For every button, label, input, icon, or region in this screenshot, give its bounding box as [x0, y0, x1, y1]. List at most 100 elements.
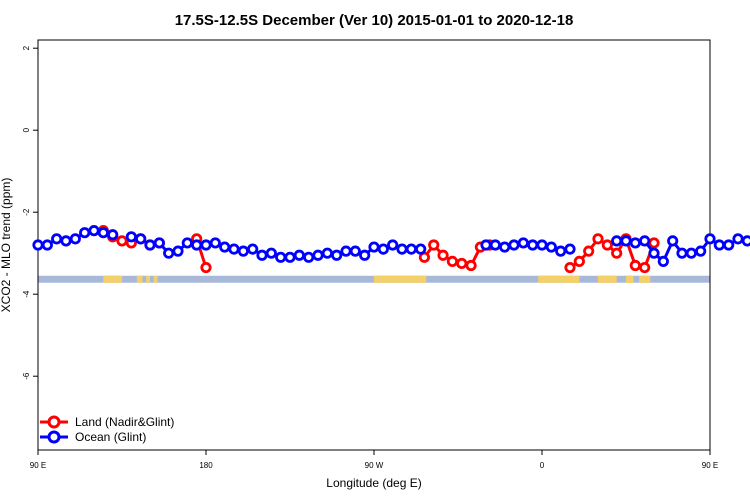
land-data-point	[583, 245, 595, 257]
ocean-data-point	[60, 235, 72, 247]
land-data-point	[428, 239, 440, 251]
land-data-point	[437, 249, 449, 261]
ocean-data-point	[135, 233, 147, 245]
ocean-data-point	[527, 239, 539, 251]
ocean-data-point	[620, 235, 632, 247]
ocean-data-point	[405, 243, 417, 255]
ocean-data-point	[247, 243, 259, 255]
land-span	[598, 275, 606, 283]
ocean-data-point	[181, 237, 193, 249]
y-tick-label: 2	[22, 45, 31, 50]
land-span	[103, 275, 122, 283]
ocean-data-point	[639, 235, 651, 247]
ocean-data-point	[265, 247, 277, 259]
ocean-data-point	[536, 239, 548, 251]
legend-item-land: Land (Nadir&Glint)	[40, 415, 174, 429]
ocean-data-point	[97, 227, 109, 239]
legend-ocean-label: Ocean (Glint)	[75, 430, 146, 444]
legend-land-marker	[47, 415, 61, 429]
land-data-point	[639, 261, 651, 274]
ocean-data-point	[219, 241, 231, 253]
ocean-data-point	[723, 239, 735, 251]
legend-ocean-marker	[47, 430, 61, 444]
ocean-data-point	[284, 251, 296, 263]
land-span	[136, 275, 143, 283]
ocean-data-point	[107, 229, 119, 241]
legend: Land (Nadir&Glint) Ocean (Glint)	[40, 415, 174, 444]
y-tick-label: -4	[22, 290, 31, 298]
ocean-data-point	[41, 239, 53, 251]
ocean-data-point	[125, 231, 137, 243]
ocean-data-point	[611, 235, 623, 247]
ocean-data-point	[396, 243, 408, 255]
ocean-data-point	[489, 239, 501, 251]
land-data-point	[116, 235, 128, 247]
land-data-point	[573, 255, 585, 267]
ocean-data-point	[387, 239, 399, 251]
ocean-data-point	[228, 243, 240, 255]
ocean-data-point	[275, 251, 287, 263]
land-data-point	[611, 247, 623, 259]
x-axis-label: Longitude (deg E)	[326, 476, 421, 490]
x-tick-label: 90 E	[702, 461, 718, 470]
ocean-data-point	[191, 239, 203, 251]
land-data-point	[592, 233, 604, 245]
ocean-data-point	[200, 239, 212, 251]
x-tick-label: 90 E	[30, 461, 46, 470]
ocean-data-point	[349, 245, 361, 257]
ocean-data-point	[79, 227, 91, 239]
ocean-data-point	[88, 225, 100, 237]
data-series	[32, 225, 750, 274]
y-axis: 2 0 -2 -4 -6	[22, 45, 38, 380]
land-data-point	[465, 259, 477, 272]
legend-item-ocean: Ocean (Glint)	[40, 430, 146, 444]
legend-land-label: Land (Nadir&Glint)	[75, 415, 174, 429]
land-span	[146, 275, 150, 283]
ocean-data-point	[331, 249, 343, 261]
ocean-data-point	[508, 239, 520, 251]
ocean-data-point	[256, 249, 268, 261]
ocean-data-point	[545, 241, 557, 253]
ocean-data-point	[415, 243, 427, 255]
land-data-point	[629, 259, 641, 272]
ocean-data-point	[685, 247, 697, 259]
land-data-point	[446, 255, 458, 267]
y-axis-label: XCO2 - MLO trend (ppm)	[0, 178, 13, 313]
y-tick-label: -2	[22, 208, 31, 216]
ocean-data-point	[676, 247, 688, 259]
ocean-data-point	[144, 239, 156, 251]
land-data-point	[648, 237, 660, 249]
ocean-data-point	[340, 245, 352, 257]
land-data-point	[601, 239, 613, 251]
land-data-point	[456, 257, 468, 270]
y-tick-label: -6	[22, 372, 31, 380]
ocean-data-point	[629, 237, 641, 249]
land-data-point	[564, 261, 576, 274]
ocean-data-point	[209, 237, 221, 249]
ocean-data-point	[312, 249, 324, 261]
land-span	[374, 275, 427, 283]
land-data-point	[200, 261, 212, 274]
chart-title: 17.5S-12.5S December (Ver 10) 2015-01-01…	[175, 12, 574, 29]
ocean-data-point	[368, 241, 380, 253]
ocean-data-point	[657, 255, 669, 267]
surface-strip	[38, 275, 710, 283]
ocean-data-point	[321, 247, 333, 259]
ocean-data-point	[741, 235, 750, 247]
ocean-data-point	[695, 245, 707, 257]
land-span	[627, 275, 634, 283]
ocean-data-point	[648, 247, 660, 259]
ocean-data-point	[499, 241, 511, 253]
ocean-data-point	[517, 237, 529, 249]
land-span	[538, 275, 572, 283]
ocean-data-point	[237, 245, 249, 257]
ocean-data-point	[153, 237, 165, 249]
ocean-data-point	[69, 233, 81, 245]
ocean-data-point	[555, 245, 567, 257]
x-tick-label: 90 W	[365, 461, 384, 470]
ocean-data-point	[172, 245, 184, 257]
ocean-data-point	[480, 239, 492, 251]
ocean-data-point	[713, 239, 725, 251]
land-span	[603, 275, 617, 283]
